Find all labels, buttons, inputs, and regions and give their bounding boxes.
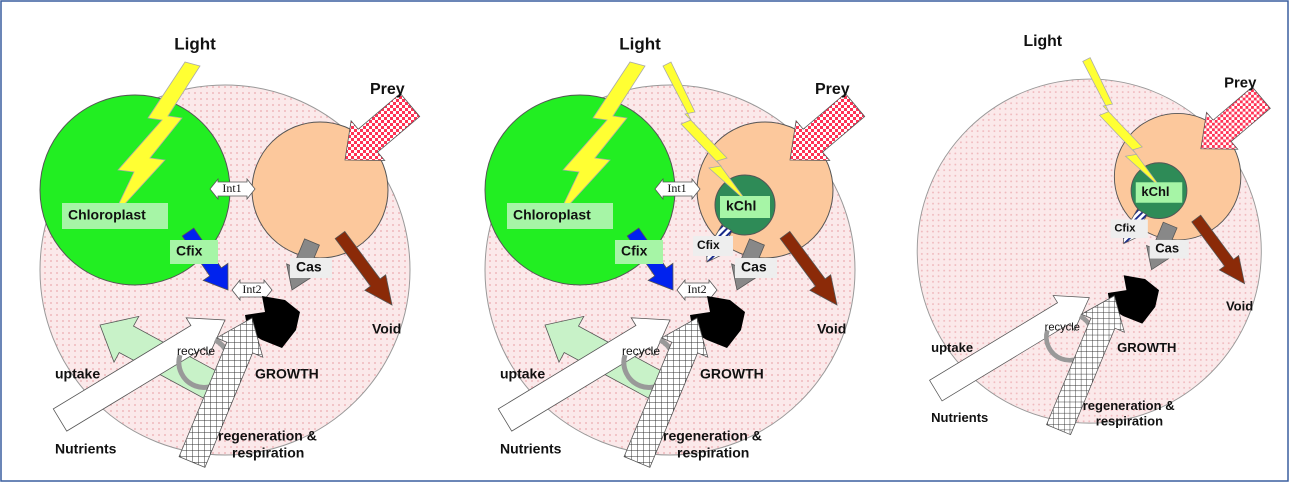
panel: Light Prey Void Chloroplast Cfix Int1 Int2 Cas G… <box>40 34 420 467</box>
cfix-label: Cfix <box>176 243 203 259</box>
recycle-label: recycle <box>622 344 660 358</box>
prey-label: Prey <box>1224 76 1257 92</box>
kchl-label: kChl <box>726 198 756 214</box>
growth-label: GROWTH <box>1117 340 1176 355</box>
prey-arrow <box>1201 87 1270 149</box>
panel: Light Prey Void Chloroplast Cfix Int1 Int2 kChl… <box>485 34 865 467</box>
uptake-label: uptake <box>500 366 545 382</box>
recycle-label: recycle <box>1045 321 1080 333</box>
recycle-label: recycle <box>177 344 215 358</box>
cfix-label: Cfix <box>697 238 720 252</box>
void-label: Void <box>817 321 846 337</box>
int2-label: Int2 <box>242 282 261 296</box>
nutrients-label: Nutrients <box>931 410 988 425</box>
prey-label: Prey <box>370 81 405 98</box>
nutrients-label: Nutrients <box>500 441 562 457</box>
int1-label: Int1 <box>667 181 686 195</box>
prey-arrow <box>790 94 865 161</box>
regeneration-label: regeneration & <box>218 428 317 444</box>
prey-label: Prey <box>815 81 850 98</box>
void-label: Void <box>372 321 401 337</box>
diagram: Light Prey Void Chloroplast Cfix Int1 Int2 Cas G… <box>0 0 1289 482</box>
int2-label: Int2 <box>687 282 706 296</box>
respiration-label: respiration <box>1096 414 1163 429</box>
void-label: Void <box>1226 298 1253 313</box>
growth-label: GROWTH <box>255 366 319 382</box>
int1-label: Int1 <box>222 181 241 195</box>
cas-label: Cas <box>1155 241 1179 256</box>
nutrients-label: Nutrients <box>55 441 117 457</box>
respiration-label: respiration <box>232 445 304 461</box>
light-label: Light <box>619 34 661 53</box>
light-label: Light <box>174 34 216 53</box>
respiration-label: respiration <box>677 445 749 461</box>
prey-arrow <box>345 94 420 161</box>
chloroplast-label: Chloroplast <box>68 207 146 223</box>
cfix-label: Cfix <box>1114 223 1136 235</box>
growth-label: GROWTH <box>700 366 764 382</box>
light-label: Light <box>1023 33 1062 50</box>
kchl-label: kChl <box>1141 184 1169 199</box>
chloroplast-label: Chloroplast <box>513 207 591 223</box>
uptake-label: uptake <box>55 366 100 382</box>
uptake-label: uptake <box>931 340 973 355</box>
cas-label: Cas <box>296 259 322 275</box>
cas-label: Cas <box>741 259 767 275</box>
panel: Light Prey Void kChl Cfix Cas GROWTH recycle upt… <box>917 33 1270 435</box>
regeneration-label: regeneration & <box>1083 398 1175 413</box>
regeneration-label: regeneration & <box>663 428 762 444</box>
cfix-label: Cfix <box>621 243 648 259</box>
